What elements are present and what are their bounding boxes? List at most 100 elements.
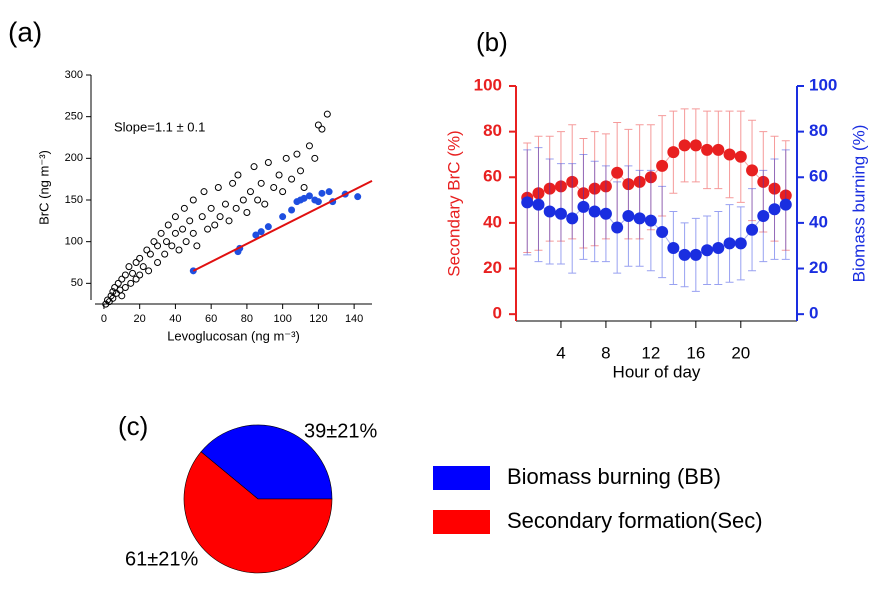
point [264,223,272,231]
point [125,263,133,271]
point [314,198,322,206]
panel-label: (b) [476,27,508,57]
point [701,143,714,156]
point [757,210,770,223]
point [689,248,702,261]
y-tick-label: 100 [474,75,502,94]
point [566,212,579,225]
legend-swatch [433,466,490,490]
point [314,121,322,129]
point [221,200,229,208]
panel-label: (c) [118,411,148,441]
fit-line [192,179,373,272]
point [261,200,269,208]
x-axis-label: Hour of day [613,362,701,381]
point [633,175,646,188]
panel-label: (a) [8,16,42,47]
point [305,142,313,150]
y-axis-label: Secondary BrC (%) [444,130,463,276]
point [225,217,233,225]
point [171,229,179,237]
point [254,196,262,204]
point [229,179,237,187]
x-tick-label: 40 [169,313,181,325]
point [543,182,556,195]
point [779,198,792,211]
point [779,189,792,202]
y2-tick-label: 0 [809,304,818,323]
point [161,250,169,258]
y-tick-label: 60 [483,167,502,186]
point [288,175,296,183]
point [143,246,151,254]
point [121,271,129,279]
point [189,196,197,204]
point [678,248,691,261]
point [521,196,534,209]
x-tick-label: 20 [731,343,750,362]
point [189,229,197,237]
y2-tick-label: 40 [809,212,828,231]
point [198,213,206,221]
slice-label: 61±21% [125,548,198,570]
y-tick-label: 250 [65,111,83,123]
point [543,205,556,218]
point [270,184,278,191]
point [139,263,147,271]
legend-swatch [433,510,490,534]
point [246,188,254,196]
point [193,242,201,250]
y-tick-label: 0 [493,304,502,323]
point [656,159,669,172]
point [757,175,770,188]
point [146,250,154,258]
point [150,238,158,246]
point [132,275,140,283]
point [136,271,144,279]
point [554,180,567,193]
point [257,228,265,236]
point [216,213,224,221]
point [656,226,669,239]
point [611,166,624,179]
point [323,110,331,118]
y2-tick-label: 60 [809,167,828,186]
x-tick-label: 120 [309,313,327,325]
point [734,237,747,250]
point [633,212,646,225]
point [279,188,287,196]
point [701,244,714,257]
x-tick-label: 16 [686,343,705,362]
point [243,209,251,216]
point [667,241,680,254]
x-tick-label: 20 [134,313,146,325]
x-tick-label: 80 [241,313,253,325]
point [257,179,265,187]
legend-label: Secondary formation(Sec) [507,508,763,533]
point [204,225,212,233]
point [109,294,117,302]
point [599,180,612,193]
point [588,182,601,195]
point [566,175,579,188]
point [154,259,162,266]
x-tick-label: 8 [601,343,610,362]
point [162,238,170,246]
point [168,242,176,250]
point [114,279,122,287]
point [667,146,680,159]
y-tick-label: 20 [483,258,502,277]
point [712,143,725,156]
legend-label: Biomass burning (BB) [507,464,721,489]
point [180,204,188,212]
point [145,267,153,275]
slice-label: 39±21% [304,420,377,442]
point [311,154,319,162]
point [186,217,194,225]
point [532,187,545,200]
point [282,154,290,162]
y2-axis-label: Biomass burning (%) [849,125,868,283]
point [275,171,283,179]
point [554,207,567,220]
x-tick-label: 0 [101,313,107,325]
